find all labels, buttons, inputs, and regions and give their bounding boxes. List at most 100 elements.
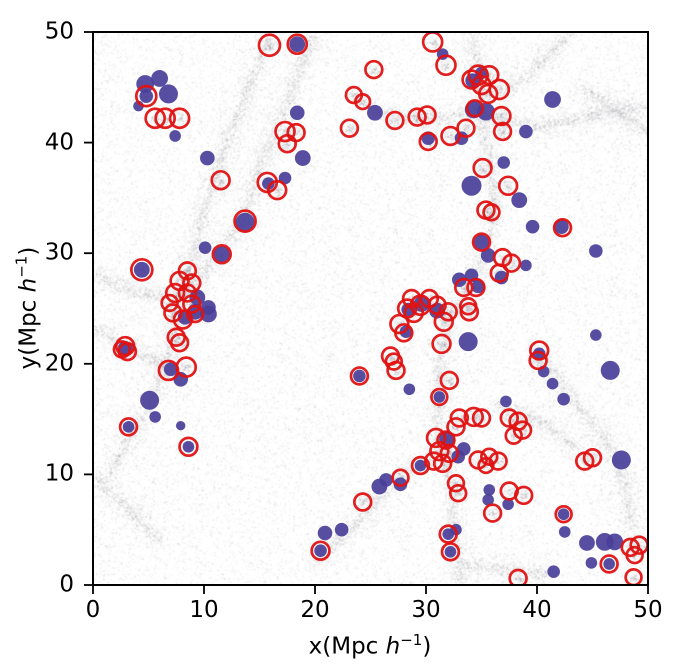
red-halo-marker <box>448 483 468 503</box>
red-halo-marker <box>154 107 176 130</box>
red-halo-marker <box>491 105 512 127</box>
red-halo-marker <box>160 293 179 313</box>
blue-halo-marker <box>606 533 624 551</box>
red-halo-marker <box>134 84 158 108</box>
blue-halo-marker <box>414 459 427 472</box>
red-halo-marker <box>430 387 449 407</box>
red-halo-marker <box>439 370 460 391</box>
blue-halo-marker <box>140 390 160 410</box>
red-halo-marker <box>169 333 190 353</box>
red-halo-marker <box>528 340 550 361</box>
red-halo-marker <box>185 304 205 324</box>
blue-halo-marker <box>511 192 528 209</box>
blue-halo-marker <box>519 124 533 139</box>
red-halo-marker <box>482 203 501 222</box>
red-halo-marker <box>407 107 427 127</box>
blue-halo-marker <box>589 244 603 258</box>
red-halo-marker <box>386 360 406 381</box>
red-halo-marker <box>554 504 573 524</box>
blue-halo-marker <box>198 241 212 254</box>
red-halo-marker <box>210 169 231 191</box>
y-tick-label: 10 <box>44 460 74 487</box>
x-tick-label: 30 <box>411 597 441 623</box>
y-tick-label: 0 <box>59 571 74 598</box>
red-halo-marker <box>403 302 425 324</box>
red-halo-marker <box>164 282 186 304</box>
red-halo-marker <box>459 302 480 322</box>
blue-halo-marker <box>480 248 496 263</box>
red-halo-marker <box>118 417 139 437</box>
red-halo-marker <box>492 121 513 142</box>
red-halo-marker <box>277 133 298 154</box>
blue-halo-marker <box>213 246 230 263</box>
blue-halo-marker <box>461 175 482 196</box>
red-halo-marker <box>354 93 372 111</box>
x-axis-label-pre: x(Mpc <box>308 633 386 660</box>
axis-ticks <box>84 31 649 594</box>
blue-halo-marker <box>474 234 489 250</box>
red-halo-marker <box>433 311 455 333</box>
blue-halo-marker <box>334 522 349 537</box>
red-halo-marker <box>364 59 384 80</box>
red-halo-marker <box>472 157 493 179</box>
blue-halo-marker <box>544 91 561 108</box>
blue-halo-marker <box>458 332 478 352</box>
blue-halo-marker <box>133 261 150 278</box>
red-halo-marker <box>182 273 202 293</box>
blue-halo-marker <box>579 535 595 551</box>
red-halo-marker <box>488 78 511 101</box>
red-halo-marker <box>438 302 458 322</box>
y-axis-label-pre: y(Mpc <box>15 292 42 370</box>
red-halo-marker <box>352 492 373 512</box>
red-halo-marker <box>168 107 191 130</box>
red-halo-marker <box>175 356 198 378</box>
x-axis-label-post: ) <box>422 633 432 660</box>
blue-halo-marker <box>433 391 446 403</box>
red-halo-marker <box>417 105 437 125</box>
red-halo-marker <box>144 107 167 130</box>
red-halo-marker <box>385 110 405 131</box>
red-halo-marker <box>461 69 482 90</box>
red-halo-marker <box>211 244 233 265</box>
y-axis-label-post: ) <box>15 246 42 256</box>
red-halo-marker <box>489 263 510 283</box>
red-halo-marker <box>501 253 522 273</box>
blue-halo-marker <box>611 450 631 470</box>
blue-halo-marker <box>500 395 512 408</box>
blue-halo-marker <box>520 259 532 272</box>
halo-markers <box>112 32 648 585</box>
red-halo-marker <box>431 333 452 355</box>
blue-halo-marker <box>525 219 540 234</box>
y-axis-label-sup: −1 <box>12 255 31 278</box>
red-halo-marker <box>477 456 495 475</box>
blue-halo-marker <box>294 150 311 166</box>
blue-halo-marker <box>317 525 333 541</box>
red-halo-marker <box>436 430 456 450</box>
blue-halo-marker <box>603 558 615 570</box>
red-halo-marker <box>552 218 573 238</box>
blue-halo-marker <box>169 130 181 142</box>
blue-halo-marker <box>585 557 598 569</box>
blue-halo-marker <box>158 84 178 104</box>
y-tick-label: 40 <box>44 129 74 156</box>
red-halo-marker <box>471 408 492 428</box>
x-axis-label-sup: −1 <box>400 631 423 649</box>
red-halo-marker <box>310 540 331 561</box>
blue-halo-marker <box>151 70 169 87</box>
red-halo-marker <box>384 352 404 371</box>
y-axis-label-h: h <box>15 277 42 293</box>
blue-halo-marker <box>557 508 570 521</box>
red-halo-marker <box>286 33 309 56</box>
red-halo-marker <box>233 209 257 233</box>
red-halo-marker <box>440 125 461 147</box>
red-halo-marker <box>440 542 461 562</box>
red-halo-marker <box>267 179 288 201</box>
blue-halo-marker <box>149 411 161 423</box>
red-halo-marker <box>389 313 410 335</box>
x-tick-label: 40 <box>522 597 552 623</box>
x-tick-label: 10 <box>189 597 219 623</box>
y-tick-label: 30 <box>44 239 74 266</box>
plot-border <box>92 31 649 586</box>
red-halo-marker <box>625 545 644 565</box>
